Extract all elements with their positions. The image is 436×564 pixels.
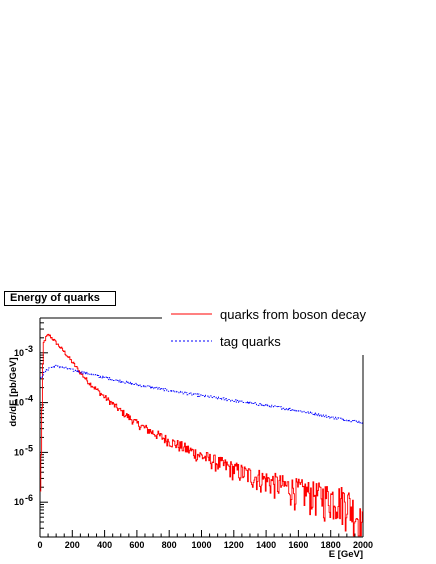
y-tick-label: 10: [14, 497, 24, 507]
y-axis-title: dσ/dE [pb/GeV]: [8, 357, 19, 426]
y-tick-exponent: -6: [25, 493, 33, 503]
x-tick-label: 1000: [191, 540, 211, 550]
x-tick-label: 800: [162, 540, 177, 550]
x-tick-label: 600: [129, 540, 144, 550]
x-tick-label: 1200: [224, 540, 244, 550]
series-line-tag-quarks: [40, 364, 363, 424]
x-tick-label: 200: [65, 540, 80, 550]
x-axis-title: E [GeV]: [329, 549, 363, 560]
chart-title: Energy of quarks: [4, 291, 116, 306]
y-tick-exponent: -3: [25, 344, 33, 354]
x-tick-label: 1800: [321, 540, 341, 550]
legend: quarks from boson decay tag quarks: [171, 307, 366, 349]
series-line-boson-decay: [40, 333, 363, 537]
series-group: [40, 333, 363, 537]
y-tick-label: 10: [14, 447, 24, 457]
y-tick-label: 10: [14, 398, 24, 408]
x-tick-labels: 0 200 400 600 800 1000 1200 1400 1600 1800 2000: [37, 540, 373, 550]
axis-ticks: [39, 317, 364, 538]
legend-label-boson: quarks from boson decay: [220, 307, 366, 322]
x-tick-label: 400: [97, 540, 112, 550]
legend-label-tag: tag quarks: [220, 334, 281, 349]
y-tick-exponent: -4: [25, 394, 33, 404]
x-tick-label: 0: [37, 540, 42, 550]
y-tick-label: 10: [14, 348, 24, 358]
y-tick-labels: 10-610-510-410-3: [14, 344, 33, 507]
x-tick-label: 2000: [353, 540, 373, 550]
x-tick-label: 1600: [288, 540, 308, 550]
y-tick-exponent: -5: [25, 443, 33, 453]
x-tick-label: 1400: [256, 540, 276, 550]
